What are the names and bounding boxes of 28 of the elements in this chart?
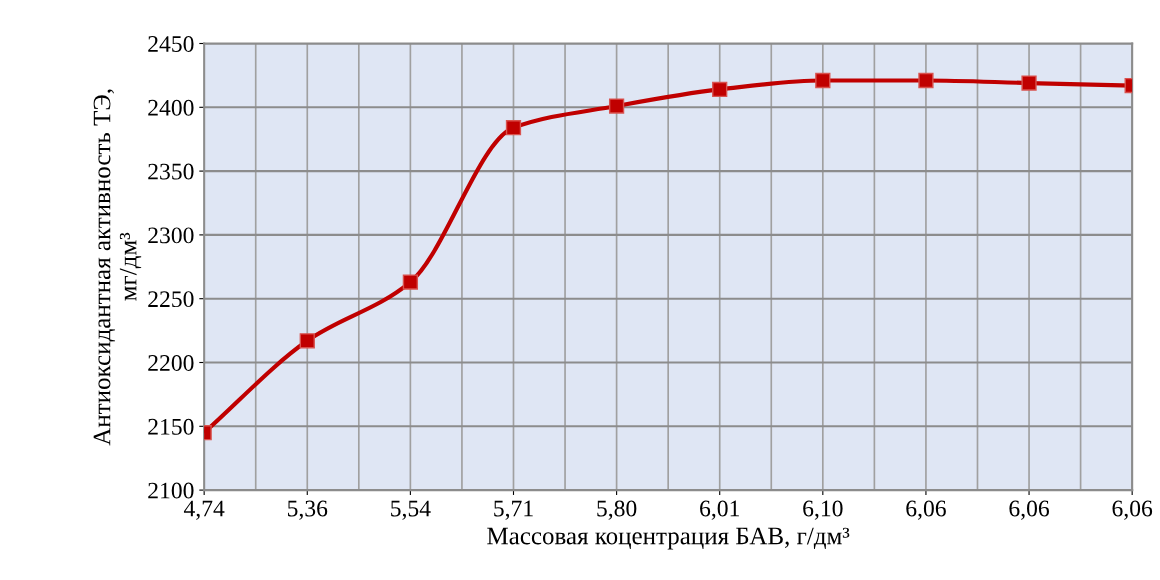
y-tick-label: 2100 <box>148 482 194 499</box>
point <box>608 98 625 114</box>
y-tick-label: 2250 <box>148 291 194 308</box>
x-tick-label: 6,06 <box>1112 500 1153 520</box>
y-tick-label: 2350 <box>148 163 194 180</box>
x-tick-label: 5,54 <box>391 500 431 520</box>
x-tick-label: 6,10 <box>803 500 843 520</box>
y-axis-title: Антиоксидантная активность ТЭ, мг/дм³ <box>93 89 142 446</box>
y-tick-label: 2450 <box>148 35 194 52</box>
y-tick-label: 2150 <box>148 418 194 435</box>
y-tick-label: 2200 <box>148 354 194 371</box>
y-tick-label: 2300 <box>148 227 194 244</box>
point <box>918 72 934 89</box>
y-tick-label: 2400 <box>148 99 194 116</box>
x-tick-label: 5,71 <box>494 500 533 520</box>
x-tick-label: 6,01 <box>700 500 739 520</box>
point <box>712 81 728 98</box>
x-tick-label: 6,06 <box>1009 500 1049 520</box>
x-tick-label: 6,06 <box>906 500 946 520</box>
point <box>1021 75 1037 91</box>
point <box>815 72 831 89</box>
x-tick-label: 5,36 <box>287 500 328 520</box>
point <box>299 333 315 349</box>
x-tick-label: 5,80 <box>597 500 637 520</box>
point <box>505 120 522 136</box>
x-axis-title: Массовая коцентрация БАВ, г/дм³ <box>487 527 850 550</box>
point <box>402 274 419 290</box>
x-tick-label: 4,74 <box>183 500 225 520</box>
